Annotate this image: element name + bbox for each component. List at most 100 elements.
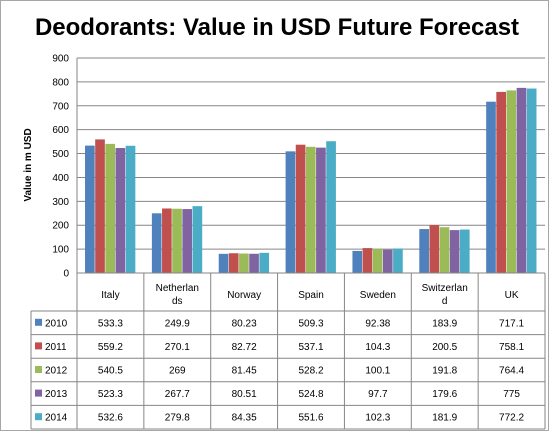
legend-swatch-2010 (35, 318, 42, 326)
y-tick-label: 100 (52, 245, 69, 256)
bar-2013-italy (115, 147, 126, 273)
table-cell: 183.9 (432, 318, 457, 329)
bar-2013-netherlands (182, 209, 193, 273)
bar-2010-netherlands (151, 213, 162, 273)
legend-label-2013: 2013 (45, 389, 68, 400)
legend-swatch-2014 (35, 413, 42, 421)
category-label: Netherlan (156, 283, 199, 294)
bar-2014-sweden (393, 248, 403, 273)
y-tick-label: 400 (52, 173, 69, 184)
legend-label-2010: 2010 (45, 318, 68, 329)
bar-2010-norway (218, 253, 229, 273)
y-tick-label: 900 (52, 54, 69, 65)
table-cell: 179.6 (432, 389, 457, 400)
table-cell: 80.23 (232, 318, 257, 329)
table-cell: 81.45 (232, 366, 257, 377)
legend-label-2014: 2014 (45, 413, 68, 424)
bar-2011-uk (496, 91, 506, 273)
bar-2010-switzerland (419, 229, 429, 273)
bar-2012-uk (506, 90, 517, 273)
table-cell: 772.2 (499, 413, 524, 424)
bar-2011-italy (95, 139, 105, 273)
table-cell: 249.9 (165, 318, 190, 329)
legend-label-2012: 2012 (45, 366, 68, 377)
bar-2010-spain (285, 151, 296, 273)
y-tick-label: 0 (63, 269, 69, 280)
category-label: Spain (298, 290, 324, 301)
table-cell: 540.5 (98, 366, 123, 377)
data-table: Italy Netherlan ds Norway Spain Sweden Switzer… (30, 272, 546, 430)
bar-2011-norway (228, 253, 239, 273)
y-tick-label: 800 (52, 77, 69, 88)
bar-2013-uk (516, 87, 527, 273)
bar-2012-sweden (372, 249, 383, 273)
table-cell: 104.3 (365, 342, 390, 353)
table-cell: 509.3 (298, 318, 323, 329)
chart-title: Deodorants: Value in USD Future Forecast (35, 14, 519, 41)
bar-2014-italy (125, 145, 136, 273)
table-cell: 775 (503, 389, 520, 400)
category-label: UK (505, 290, 519, 301)
table-cell: 267.7 (165, 389, 190, 400)
bar-2012-spain (305, 146, 316, 273)
y-axis: 0 100 200 300 400 500 600 700 800 900 (52, 54, 78, 280)
table-cell: 533.3 (98, 318, 123, 329)
bar-2013-norway (249, 253, 259, 273)
table-cell: 270.1 (165, 342, 190, 353)
table-cell: 80.51 (232, 389, 257, 400)
table-cell: 537.1 (298, 342, 323, 353)
y-tick-label: 600 (52, 125, 69, 136)
table-cell: 279.8 (165, 413, 190, 424)
legend-label-2011: 2011 (45, 342, 67, 353)
y-tick-label: 500 (52, 149, 69, 160)
table-cell: 523.3 (98, 389, 123, 400)
bar-2011-netherlands (162, 208, 172, 273)
table-cell: 764.4 (499, 366, 524, 377)
table-cell: 717.1 (499, 318, 524, 329)
bar-2011-spain (295, 144, 306, 273)
legend-swatch-2012 (35, 366, 42, 373)
table-cell: 191.8 (432, 366, 457, 377)
bar-2014-switzerland (459, 229, 470, 273)
y-tick-label: 200 (52, 221, 69, 232)
bar-2013-sweden (382, 249, 393, 273)
bar-2013-switzerland (449, 230, 460, 273)
table-cell: 269 (169, 366, 186, 377)
category-label: Norway (227, 290, 261, 301)
table-cell: 559.2 (98, 342, 123, 353)
bar-2014-norway (259, 252, 270, 273)
bar-2012-norway (239, 253, 249, 273)
category-label: d (442, 296, 448, 307)
bar-2010-italy (85, 145, 95, 273)
bar-2013-spain (316, 147, 326, 273)
bar-2012-netherlands (172, 208, 182, 273)
table-cell: 181.9 (432, 413, 457, 424)
bar-2011-sweden (362, 248, 373, 273)
table-cell: 532.6 (98, 413, 123, 424)
bars (85, 87, 537, 273)
table-cell: 82.72 (232, 342, 257, 353)
bar-2012-switzerland (439, 227, 450, 273)
bar-2014-uk (526, 88, 537, 273)
y-axis-label: Value in m USD (23, 128, 34, 201)
table-cell: 200.5 (432, 342, 457, 353)
bar-2014-netherlands (192, 206, 203, 273)
bar-2012-italy (105, 143, 116, 273)
table-cell: 100.1 (365, 366, 390, 377)
table-cell: 92.38 (365, 318, 390, 329)
legend-swatch-2011 (35, 342, 42, 350)
table-cell: 102.3 (365, 413, 390, 424)
y-tick-label: 300 (52, 197, 69, 208)
category-label: Italy (101, 290, 119, 301)
bar-2014-spain (326, 141, 336, 273)
category-label: ds (172, 296, 183, 307)
table-cell: 758.1 (499, 342, 524, 353)
table-cell: 97.7 (368, 389, 388, 400)
category-label: Switzerlan (422, 283, 468, 294)
category-label: Sweden (360, 290, 396, 301)
bar-2011-switzerland (429, 225, 440, 273)
table-cell: 524.8 (298, 389, 323, 400)
table-cell: 551.6 (298, 413, 323, 424)
